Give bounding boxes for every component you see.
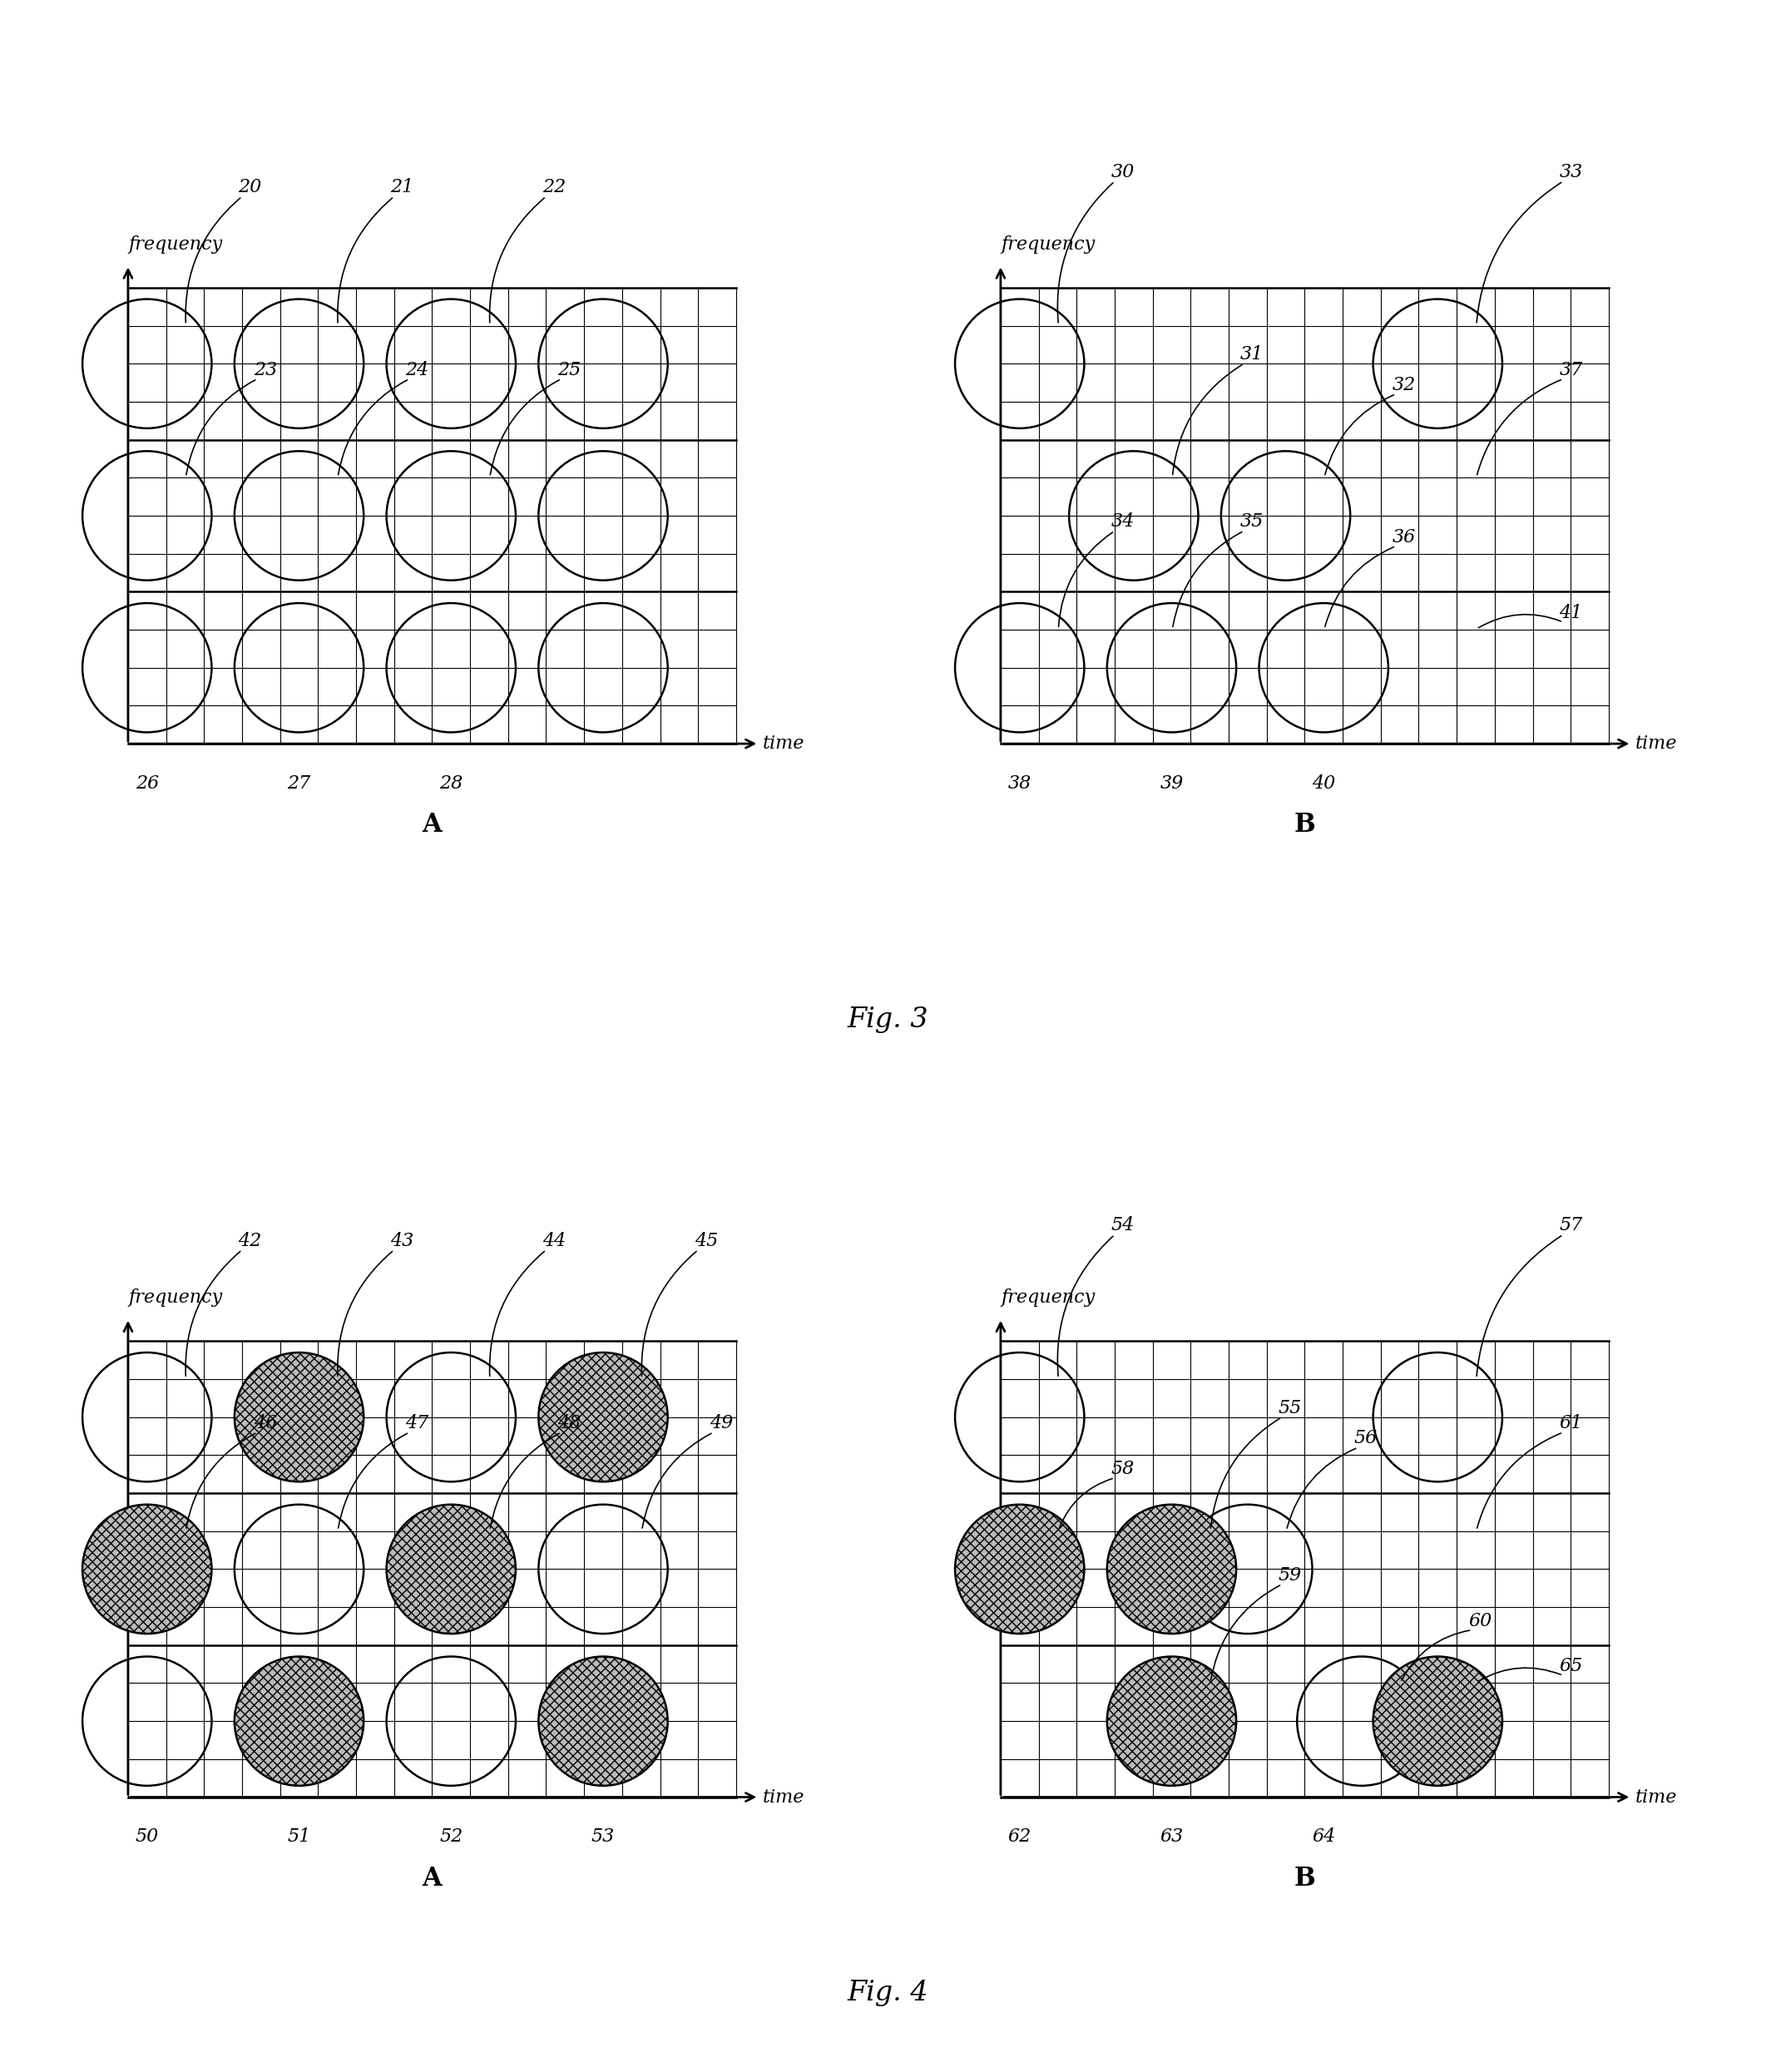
Circle shape [538,1353,668,1481]
Text: B: B [1295,812,1316,837]
Circle shape [1106,1504,1236,1633]
Text: 33: 33 [1559,164,1582,180]
Text: frequency: frequency [1000,236,1094,253]
Text: 55: 55 [1279,1399,1302,1417]
Text: 31: 31 [1240,346,1263,365]
Text: time: time [1636,1788,1677,1807]
Text: 64: 64 [1312,1828,1336,1846]
Text: time: time [762,1788,805,1807]
Text: 21: 21 [391,178,414,197]
Circle shape [234,1353,364,1481]
Text: frequency: frequency [1000,1289,1094,1307]
Text: 63: 63 [1160,1828,1183,1846]
Text: time: time [762,736,805,752]
Text: 44: 44 [542,1231,567,1249]
Text: 54: 54 [1110,1216,1135,1235]
Circle shape [955,1504,1083,1633]
Text: 34: 34 [1110,512,1135,530]
Text: 26: 26 [135,775,158,792]
Text: Fig. 3: Fig. 3 [847,1007,929,1032]
Text: 56: 56 [1353,1430,1378,1448]
Circle shape [387,1504,515,1633]
Text: frequency: frequency [128,236,222,253]
Text: 45: 45 [694,1231,718,1249]
Text: 30: 30 [1110,164,1135,180]
Text: 50: 50 [135,1828,158,1846]
Text: 62: 62 [1009,1828,1032,1846]
Circle shape [82,1504,211,1633]
Text: 27: 27 [288,775,311,792]
Text: frequency: frequency [128,1289,222,1307]
Text: Fig. 4: Fig. 4 [847,1981,929,2006]
Text: 48: 48 [558,1413,581,1432]
Text: 20: 20 [238,178,261,197]
Circle shape [1106,1656,1236,1786]
Text: 32: 32 [1392,375,1415,394]
Text: 57: 57 [1559,1216,1582,1235]
Text: 49: 49 [710,1413,733,1432]
Circle shape [234,1656,364,1786]
Text: 24: 24 [405,361,430,379]
Text: 28: 28 [439,775,464,792]
Text: 23: 23 [254,361,277,379]
Text: 51: 51 [288,1828,311,1846]
Text: 43: 43 [391,1231,414,1249]
Text: 46: 46 [254,1413,277,1432]
Text: 60: 60 [1469,1612,1492,1631]
Text: 58: 58 [1110,1459,1135,1477]
Text: 37: 37 [1559,361,1582,379]
Circle shape [538,1656,668,1786]
Text: 61: 61 [1559,1413,1582,1432]
Text: A: A [423,1865,442,1892]
Text: 35: 35 [1240,512,1263,530]
Text: 59: 59 [1279,1566,1302,1585]
Text: 36: 36 [1392,528,1415,547]
Circle shape [1373,1656,1502,1786]
Text: 53: 53 [591,1828,614,1846]
Text: 25: 25 [558,361,581,379]
Text: 41: 41 [1559,603,1582,622]
Text: A: A [423,812,442,837]
Text: 40: 40 [1312,775,1336,792]
Text: 22: 22 [542,178,567,197]
Text: 42: 42 [238,1231,261,1249]
Text: 65: 65 [1559,1658,1582,1676]
Text: 47: 47 [405,1413,430,1432]
Text: B: B [1295,1865,1316,1892]
Text: 52: 52 [439,1828,464,1846]
Text: time: time [1636,736,1677,752]
Text: 38: 38 [1009,775,1032,792]
Text: 39: 39 [1160,775,1183,792]
